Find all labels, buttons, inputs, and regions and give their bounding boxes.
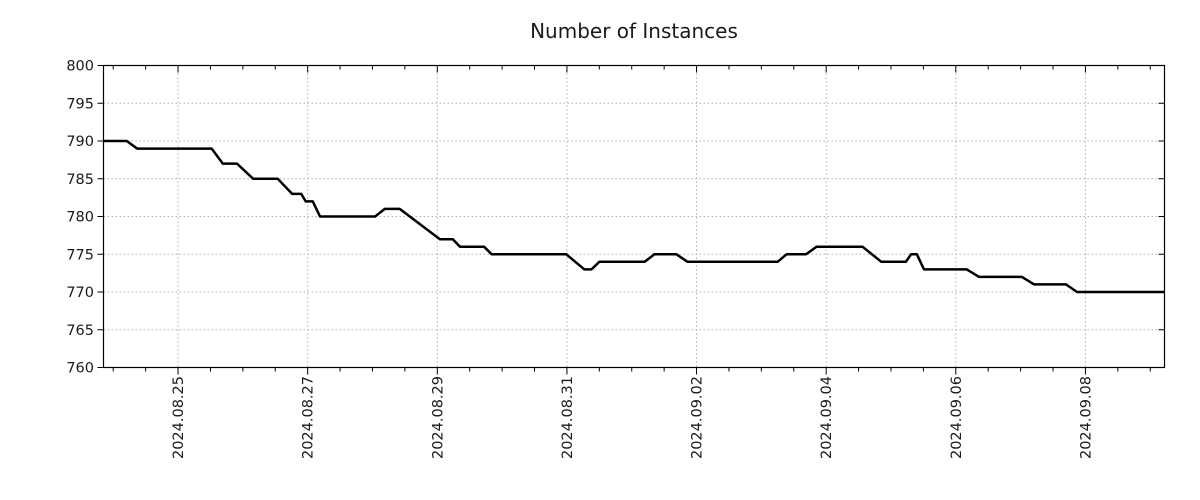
x-tick-label: 2024.08.25 bbox=[171, 376, 187, 459]
gridlines bbox=[103, 65, 1165, 368]
y-tick-label: 780 bbox=[66, 210, 94, 226]
x-tick-label: 2024.09.06 bbox=[949, 376, 965, 459]
x-tick-label: 2024.08.31 bbox=[560, 376, 576, 459]
y-tick-label: 790 bbox=[66, 134, 94, 150]
y-tick-label: 795 bbox=[66, 96, 94, 112]
axis-ticks bbox=[97, 65, 1165, 375]
chart-title: Number of Instances bbox=[530, 19, 738, 43]
x-tick-label: 2024.08.27 bbox=[301, 376, 317, 459]
y-tick-label: 770 bbox=[66, 285, 94, 301]
x-tick-label: 2024.09.04 bbox=[819, 376, 835, 459]
series-line-instances bbox=[103, 139, 1165, 294]
y-tick-label: 800 bbox=[66, 59, 94, 75]
tick-labels: 760 765 770 775 780 785 790 795 800 2024.08.25 202… bbox=[66, 59, 1094, 460]
x-tick-label: 2024.08.29 bbox=[430, 376, 446, 459]
x-tick-label: 2024.09.02 bbox=[690, 376, 706, 459]
x-tick-label: 2024.09.08 bbox=[1078, 376, 1094, 459]
y-tick-label: 765 bbox=[66, 323, 94, 339]
plot-border bbox=[102, 64, 1166, 369]
y-tick-label: 775 bbox=[66, 247, 94, 263]
y-tick-label: 760 bbox=[66, 361, 94, 377]
y-tick-label: 785 bbox=[66, 172, 94, 188]
